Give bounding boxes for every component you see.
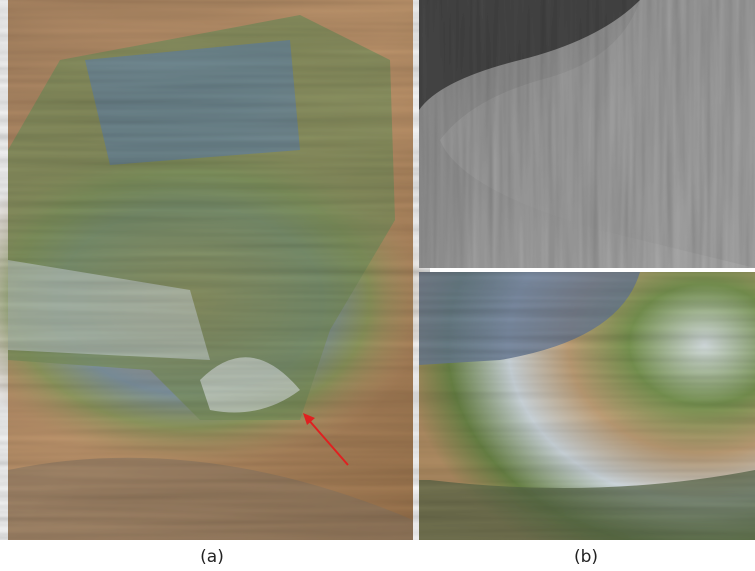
- figure: (a) (b): [0, 0, 755, 571]
- panel-a-image: [0, 0, 430, 540]
- panel-b-bottom-image: [419, 272, 755, 540]
- panel-label: (a): [200, 547, 224, 567]
- panel-label: (b): [574, 547, 598, 567]
- panel-b-top-image: [419, 0, 755, 268]
